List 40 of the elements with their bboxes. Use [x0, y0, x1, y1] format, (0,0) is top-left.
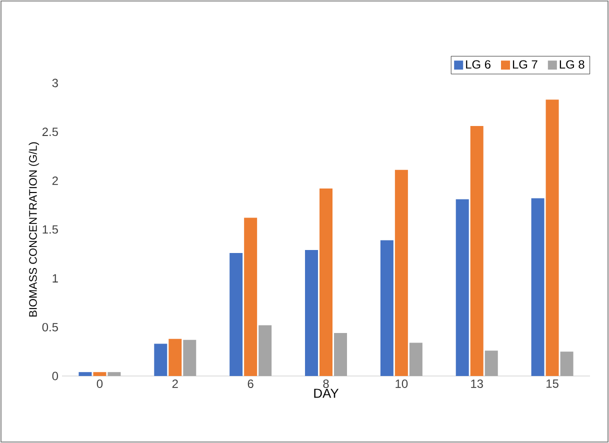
bar: [154, 344, 168, 376]
bar: [546, 100, 559, 376]
bar: [484, 350, 498, 376]
bar: [470, 126, 484, 376]
y-tick-label: 0.5: [42, 322, 58, 332]
bar: [244, 218, 258, 376]
bar: [409, 342, 422, 376]
bar: [168, 338, 182, 376]
bar: [531, 198, 544, 376]
x-tick-label: 0: [96, 380, 103, 388]
bar: [380, 240, 394, 376]
y-axis-title: BIOMASS CONCENTRATION (G/L): [28, 142, 40, 316]
x-tick-label: 6: [248, 380, 254, 388]
bar: [78, 372, 92, 376]
y-tick-label: 2.5: [42, 128, 58, 136]
x-tick-label: 15: [546, 380, 558, 388]
x-tick-label: 2: [172, 380, 178, 388]
bar: [305, 250, 318, 376]
bar: [560, 352, 574, 376]
y-tick-label: 0: [52, 372, 58, 380]
y-tick-label: 3: [52, 78, 58, 88]
x-tick-label: 13: [471, 380, 483, 388]
bar: [258, 325, 272, 376]
bar: [108, 372, 121, 376]
legend-label: LG 7: [512, 60, 538, 69]
x-tick-label: 8: [323, 380, 329, 388]
x-axis-title: DAY: [314, 388, 339, 398]
y-tick-label: 1.5: [42, 225, 58, 234]
bar: [320, 188, 333, 376]
bar: [456, 199, 469, 376]
x-tick-label: 10: [396, 380, 408, 388]
bar: [93, 372, 106, 376]
bar: [183, 340, 196, 376]
y-tick-label: 2: [52, 176, 58, 185]
legend-label: LG 6: [466, 60, 490, 69]
bar: [230, 252, 243, 376]
bar: [394, 170, 408, 376]
legend-label: LG 8: [560, 60, 584, 69]
bar: [334, 333, 348, 376]
y-tick-label: 1: [52, 274, 58, 282]
